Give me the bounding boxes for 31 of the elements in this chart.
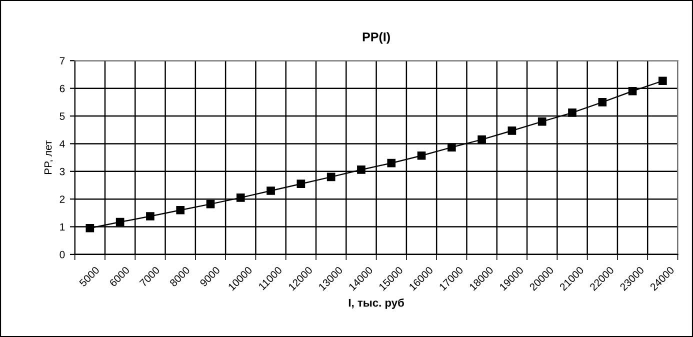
point bbox=[628, 86, 637, 96]
point bbox=[538, 117, 546, 126]
point bbox=[326, 172, 336, 182]
point bbox=[236, 194, 245, 202]
point bbox=[447, 143, 456, 152]
point bbox=[176, 206, 185, 214]
y-tick-label: 1 bbox=[60, 223, 65, 231]
y-tick-label: 4 bbox=[60, 140, 65, 148]
y-tick-label: 7 bbox=[60, 57, 65, 64]
point bbox=[86, 224, 94, 232]
chart-title: PP(I) bbox=[362, 32, 390, 44]
y-tick-label: 0 bbox=[60, 250, 65, 258]
point bbox=[116, 218, 124, 226]
y-tick-label: 2 bbox=[60, 196, 65, 203]
point bbox=[296, 180, 306, 188]
point bbox=[146, 212, 154, 220]
point bbox=[387, 158, 396, 168]
point bbox=[598, 98, 607, 106]
point bbox=[266, 186, 275, 195]
point bbox=[206, 200, 215, 208]
point bbox=[568, 108, 576, 117]
x-axis-title: I, тыс. руб bbox=[348, 298, 404, 309]
y-tick-label: 3 bbox=[60, 168, 65, 176]
y-tick-label: 5 bbox=[60, 112, 65, 120]
y-axis-title: PP, лет bbox=[44, 140, 53, 174]
point bbox=[417, 151, 426, 160]
y-tick-label: 6 bbox=[60, 84, 65, 92]
point bbox=[508, 126, 516, 135]
point bbox=[478, 135, 486, 144]
point bbox=[658, 76, 667, 86]
point bbox=[357, 166, 366, 174]
